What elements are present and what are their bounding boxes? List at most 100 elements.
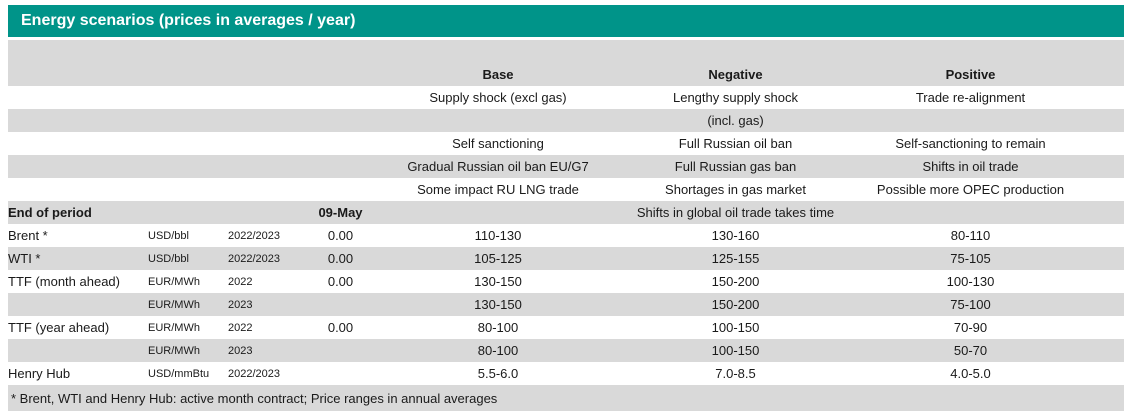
- base-value: 105-125: [378, 247, 618, 270]
- unit-label: USD/mmBtu: [148, 367, 210, 380]
- current-value: 0.00: [303, 247, 378, 270]
- positive-value: 80-110: [950, 228, 991, 243]
- row-filler: [1088, 247, 1124, 270]
- current-value: 0.00: [327, 228, 354, 243]
- current-value: [303, 339, 378, 362]
- negative-value: 125-155: [618, 247, 853, 270]
- row-filler: [1088, 201, 1124, 224]
- row-filler: [1088, 270, 1124, 293]
- instrument-label: TTF (year ahead): [8, 320, 110, 335]
- row-filler: [1088, 155, 1124, 178]
- current-value: 0.00: [327, 320, 354, 335]
- unit-label: USD/bbl: [148, 229, 189, 242]
- unit-label: EUR/MWh: [148, 321, 200, 334]
- years-label: 2022: [228, 275, 253, 288]
- negative-value: 100-150: [618, 339, 853, 362]
- instrument-label: [8, 339, 148, 362]
- positive-value: 75-105: [853, 247, 1088, 270]
- instrument-label: Brent *: [8, 228, 48, 243]
- base-value: 130-150: [378, 293, 618, 316]
- base-value: 110-130: [474, 228, 522, 243]
- years-label: 2022/2023: [228, 247, 303, 270]
- scenario-base-text: [378, 109, 618, 132]
- negative-value: 7.0-8.5: [715, 366, 756, 381]
- positive-value: 50-70: [853, 339, 1088, 362]
- footnote-row: * Brent, WTI and Henry Hub: active month…: [8, 385, 1124, 411]
- years-label: 2023: [228, 339, 303, 362]
- row-filler: [1088, 293, 1124, 316]
- scenario-table: Base Negative Positive Supply shock (exc…: [8, 40, 1124, 411]
- row-filler: [1088, 362, 1124, 385]
- price-row: EUR/MWh 2023 130-150 150-200 75-100: [8, 293, 1124, 316]
- row-filler: [1088, 86, 1124, 109]
- scenario-row: Some impact RU LNG trade Shortages in ga…: [8, 178, 1124, 201]
- current-value: 0.00: [327, 274, 354, 289]
- row-spacer: [378, 201, 618, 224]
- unit-label: EUR/MWh: [148, 339, 228, 362]
- scenario-negative-text: Lengthy supply shock: [672, 90, 799, 105]
- price-row: WTI * USD/bbl 2022/2023 0.00 105-125 125…: [8, 247, 1124, 270]
- column-header-base: Base: [378, 40, 618, 86]
- instrument-label: [8, 293, 148, 316]
- scenario-positive-text: Self-sanctioning to remain: [895, 136, 1046, 151]
- price-row: Brent * USD/bbl 2022/2023 0.00 110-130 1…: [8, 224, 1124, 247]
- scenario-positive-text: Trade re-alignment: [915, 90, 1026, 105]
- scenario-base-text: Self sanctioning: [452, 136, 544, 151]
- positive-value: 70-90: [953, 320, 988, 335]
- row-spacer: [8, 178, 378, 201]
- row-spacer: [8, 109, 378, 132]
- years-label: 2023: [228, 293, 303, 316]
- scenario-negative-text: Shortages in gas market: [665, 182, 806, 197]
- instrument-label: TTF (month ahead): [8, 274, 120, 289]
- scenario-row: Supply shock (excl gas) Lengthy supply s…: [8, 86, 1124, 109]
- price-row: TTF (month ahead) EUR/MWh 2022 0.00 130-…: [8, 270, 1124, 293]
- price-row: TTF (year ahead) EUR/MWh 2022 0.00 80-10…: [8, 316, 1124, 339]
- column-header-positive: Positive: [853, 40, 1088, 86]
- scenario-negative-text: (incl. gas): [618, 109, 853, 132]
- row-filler: [1088, 109, 1124, 132]
- scenario-row: (incl. gas): [8, 109, 1124, 132]
- instrument-label: WTI *: [8, 247, 148, 270]
- panel-title-bar: Energy scenarios (prices in averages / y…: [8, 5, 1124, 37]
- negative-value: 150-200: [711, 274, 760, 289]
- panel-title: Energy scenarios (prices in averages / y…: [21, 12, 356, 29]
- row-spacer: [8, 132, 378, 155]
- base-value: 80-100: [477, 320, 519, 335]
- header-spacer: [8, 40, 378, 86]
- row-filler: [1088, 224, 1124, 247]
- current-date-label: 09-May: [303, 201, 378, 224]
- positive-value: 100-130: [946, 274, 995, 289]
- positive-value: 4.0-5.0: [950, 366, 991, 381]
- footnote-text: * Brent, WTI and Henry Hub: active month…: [8, 385, 1124, 411]
- instrument-label: Henry Hub: [8, 366, 71, 381]
- column-header-negative: Negative: [618, 40, 853, 86]
- negative-value: 130-160: [711, 228, 760, 243]
- current-value: [303, 362, 378, 385]
- row-spacer: [8, 86, 378, 109]
- row-filler: [1088, 132, 1124, 155]
- row-spacer: [8, 155, 378, 178]
- scenario-base-text: Gradual Russian oil ban EU/G7: [378, 155, 618, 178]
- current-value: [303, 293, 378, 316]
- scenario-row: Self sanctioning Full Russian oil ban Se…: [8, 132, 1124, 155]
- price-row: EUR/MWh 2023 80-100 100-150 50-70: [8, 339, 1124, 362]
- years-label: 2022/2023: [228, 229, 280, 242]
- years-label: 2022/2023: [228, 367, 280, 380]
- scenario-base-text: Some impact RU LNG trade: [417, 182, 579, 197]
- row-filler: [1088, 339, 1124, 362]
- price-row: Henry Hub USD/mmBtu 2022/2023 5.5-6.0 7.…: [8, 362, 1124, 385]
- unit-label: USD/bbl: [148, 247, 228, 270]
- scenario-header-row: Base Negative Positive: [8, 40, 1124, 86]
- row-filler: [1088, 316, 1124, 339]
- end-of-period-row: End of period 09-May Shifts in global oi…: [8, 201, 1124, 224]
- base-value: 5.5-6.0: [477, 366, 519, 381]
- years-label: 2022: [228, 321, 253, 334]
- negative-note: Shifts in global oil trade takes time: [618, 201, 853, 224]
- negative-value: 100-150: [711, 320, 760, 335]
- end-of-period-label: End of period: [8, 201, 303, 224]
- row-filler: [1088, 178, 1124, 201]
- row-spacer: [853, 201, 1088, 224]
- scenario-base-text: Supply shock (excl gas): [429, 90, 567, 105]
- positive-value: 75-100: [853, 293, 1088, 316]
